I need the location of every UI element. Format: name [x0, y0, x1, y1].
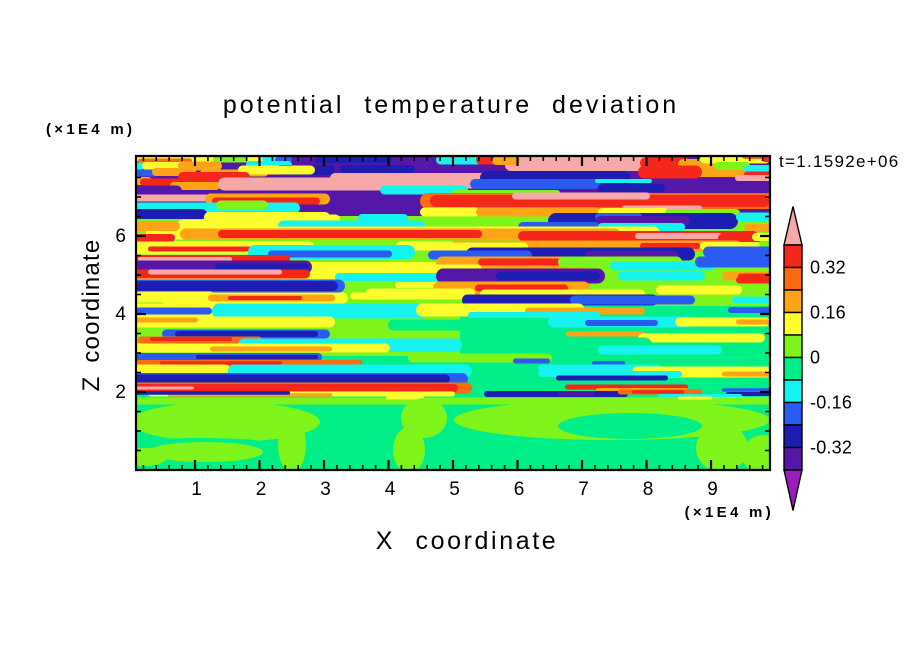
svg-text:2: 2: [115, 382, 126, 403]
svg-text:t=1.1592e+06: t=1.1592e+06: [779, 152, 900, 171]
svg-text:4: 4: [115, 304, 126, 325]
svg-text:-0.32: -0.32: [810, 438, 852, 458]
svg-text:(×1E4 m): (×1E4 m): [46, 121, 135, 138]
svg-text:5: 5: [449, 479, 460, 500]
svg-text:3: 3: [320, 479, 331, 500]
svg-text:0.16: 0.16: [810, 303, 846, 323]
svg-text:2: 2: [256, 479, 267, 500]
svg-text:Z coordinate: Z coordinate: [78, 239, 105, 392]
svg-text:8: 8: [643, 479, 654, 500]
svg-text:7: 7: [578, 479, 589, 500]
svg-text:0: 0: [810, 348, 820, 368]
svg-text:1: 1: [191, 479, 202, 500]
svg-text:potential temperature deviatio: potential temperature deviation: [223, 91, 679, 119]
svg-text:X coordinate: X coordinate: [376, 527, 559, 555]
svg-text:9: 9: [707, 479, 718, 500]
svg-text:4: 4: [385, 479, 396, 500]
svg-text:(×1E4 m): (×1E4 m): [685, 504, 774, 521]
svg-text:6: 6: [115, 226, 126, 247]
svg-text:0.32: 0.32: [810, 258, 846, 278]
svg-text:6: 6: [514, 479, 525, 500]
svg-text:-0.16: -0.16: [810, 393, 852, 413]
